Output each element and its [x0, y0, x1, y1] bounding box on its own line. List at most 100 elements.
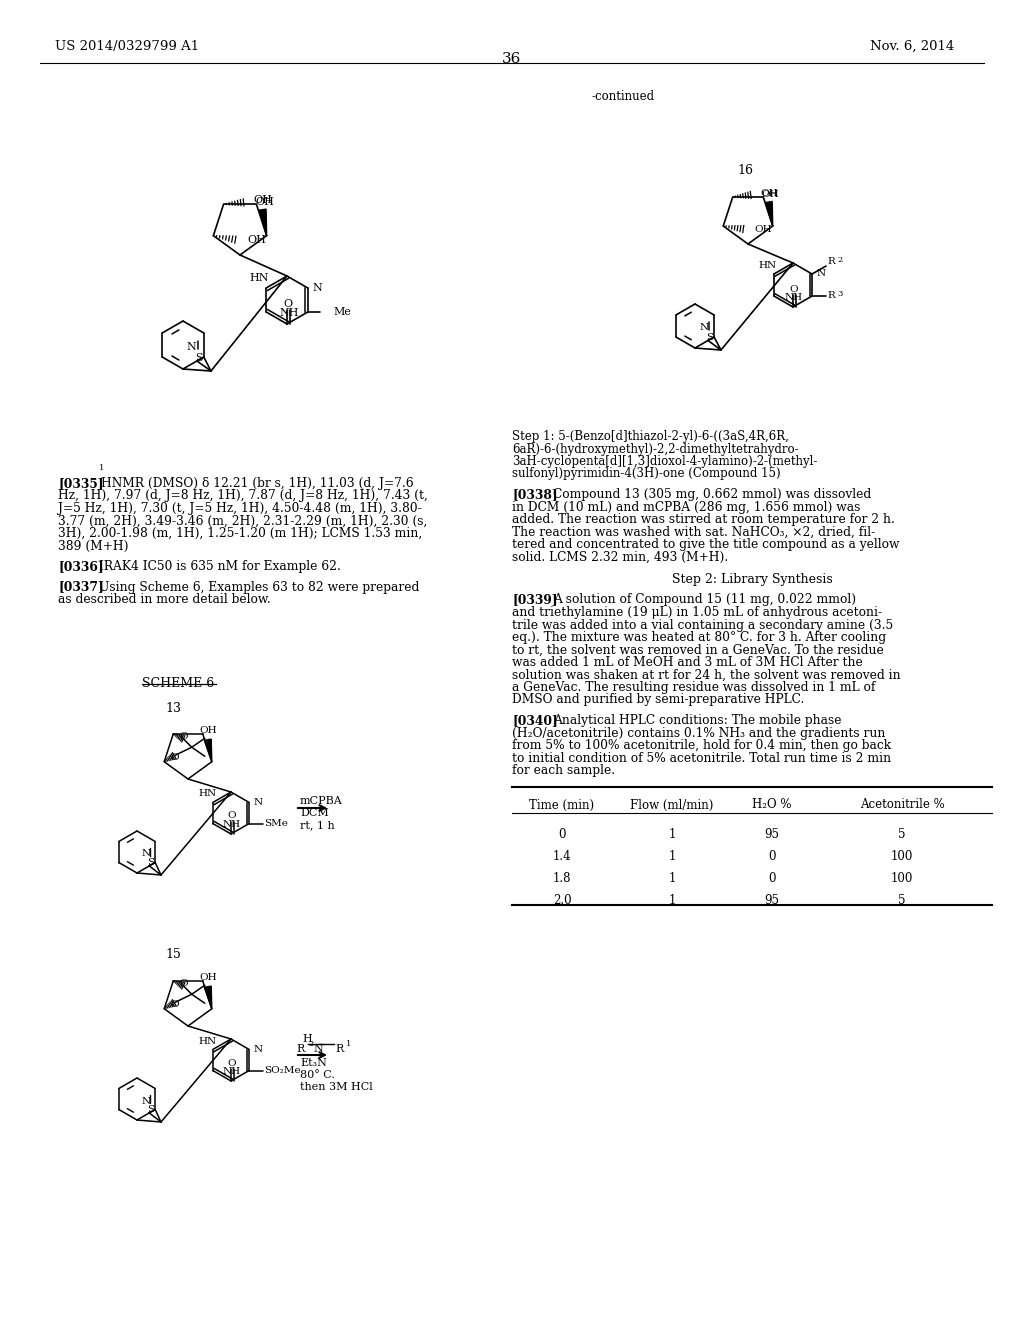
Text: sulfonyl)pyrimidin-4(3H)-one (Compound 15): sulfonyl)pyrimidin-4(3H)-one (Compound 1… [512, 467, 780, 480]
Text: 13: 13 [165, 701, 181, 714]
Text: 15: 15 [165, 949, 181, 961]
Text: 3: 3 [837, 290, 843, 298]
Text: OH: OH [256, 198, 274, 207]
Text: SCHEME 6: SCHEME 6 [142, 677, 214, 690]
Text: O: O [227, 812, 237, 821]
Text: to rt, the solvent was removed in a GeneVac. To the residue: to rt, the solvent was removed in a Gene… [512, 644, 884, 656]
Text: A solution of Compound 15 (11 mg, 0.022 mmol): A solution of Compound 15 (11 mg, 0.022 … [553, 594, 856, 606]
Text: from 5% to 100% acetonitrile, hold for 0.4 min, then go back: from 5% to 100% acetonitrile, hold for 0… [512, 739, 891, 752]
Text: for each sample.: for each sample. [512, 764, 615, 777]
Text: R: R [827, 257, 835, 267]
Text: O: O [179, 979, 187, 989]
Text: Analytical HPLC conditions: The mobile phase: Analytical HPLC conditions: The mobile p… [553, 714, 842, 727]
Text: The reaction was washed with sat. NaHCO₃, ×2, dried, fil-: The reaction was washed with sat. NaHCO₃… [512, 525, 876, 539]
Polygon shape [205, 739, 212, 762]
Text: HN: HN [250, 273, 269, 282]
Text: H: H [302, 1034, 311, 1044]
Text: [0339]: [0339] [512, 594, 557, 606]
Text: O: O [170, 754, 178, 762]
Text: (H₂O/acetonitrile) contains 0.1% NH₃ and the gradients run: (H₂O/acetonitrile) contains 0.1% NH₃ and… [512, 726, 886, 739]
Text: Step 1: 5-(Benzo[d]thiazol-2-yl)-6-((3aS,4R,6R,: Step 1: 5-(Benzo[d]thiazol-2-yl)-6-((3aS… [512, 430, 788, 444]
Text: 1: 1 [346, 1040, 351, 1048]
Text: S: S [147, 1105, 155, 1114]
Text: 1.4: 1.4 [553, 850, 571, 863]
Text: 0: 0 [768, 873, 776, 884]
Text: 100: 100 [891, 873, 913, 884]
Text: added. The reaction was stirred at room temperature for 2 h.: added. The reaction was stirred at room … [512, 513, 895, 525]
Text: -continued: -continued [592, 90, 655, 103]
Text: 95: 95 [765, 828, 779, 841]
Text: HN: HN [759, 260, 777, 269]
Text: OH: OH [199, 973, 217, 982]
Text: N: N [253, 1045, 262, 1053]
Text: trile was added into a vial containing a secondary amine (3.5: trile was added into a vial containing a… [512, 619, 893, 631]
Text: [0337]: [0337] [58, 581, 103, 594]
Text: N: N [816, 269, 825, 279]
Text: IRAK4 IC50 is 635 nM for Example 62.: IRAK4 IC50 is 635 nM for Example 62. [99, 560, 341, 573]
Text: 1: 1 [669, 850, 676, 863]
Text: 1: 1 [669, 873, 676, 884]
Text: 1.8: 1.8 [553, 873, 571, 884]
Text: [0336]: [0336] [58, 560, 103, 573]
Text: DCM: DCM [300, 808, 329, 818]
Polygon shape [765, 202, 773, 226]
Text: Compound 13 (305 mg, 0.662 mmol) was dissovled: Compound 13 (305 mg, 0.662 mmol) was dis… [553, 488, 871, 502]
Text: 1: 1 [99, 465, 104, 473]
Polygon shape [259, 209, 266, 236]
Text: SO₂Me: SO₂Me [264, 1067, 301, 1074]
Text: 0: 0 [768, 850, 776, 863]
Text: as described in more detail below.: as described in more detail below. [58, 593, 270, 606]
Text: then 3M HCl: then 3M HCl [300, 1082, 373, 1092]
Text: O: O [179, 733, 187, 742]
Text: Flow (ml/min): Flow (ml/min) [631, 799, 714, 812]
Text: O: O [170, 1001, 178, 1010]
Text: NH: NH [223, 1067, 241, 1076]
Text: O: O [227, 1059, 237, 1068]
Text: 2: 2 [308, 1040, 313, 1048]
Text: 80° C.: 80° C. [300, 1071, 335, 1080]
Text: Me: Me [334, 308, 351, 317]
Text: 6aR)-6-(hydroxymethyl)-2,2-dimethyltetrahydro-: 6aR)-6-(hydroxymethyl)-2,2-dimethyltetra… [512, 442, 799, 455]
Text: O: O [284, 300, 293, 309]
Text: OH: OH [253, 194, 272, 205]
Text: O: O [790, 285, 799, 293]
Text: 389 (M+H): 389 (M+H) [58, 540, 128, 553]
Text: S: S [196, 352, 203, 363]
Text: 1: 1 [669, 894, 676, 907]
Text: HN: HN [199, 789, 217, 799]
Text: OH: OH [199, 726, 217, 735]
Text: 1: 1 [669, 828, 676, 841]
Text: [0338]: [0338] [512, 488, 558, 502]
Text: S: S [147, 858, 155, 867]
Text: solid. LCMS 2.32 min, 493 (M+H).: solid. LCMS 2.32 min, 493 (M+H). [512, 550, 728, 564]
Text: NH: NH [223, 820, 241, 829]
Text: solution was shaken at rt for 24 h, the solvent was removed in: solution was shaken at rt for 24 h, the … [512, 668, 901, 681]
Text: N: N [699, 323, 709, 333]
Text: OH: OH [755, 224, 772, 234]
Text: 16: 16 [737, 164, 753, 177]
Text: Hz, 1H), 7.97 (d, J=8 Hz, 1H), 7.87 (d, J=8 Hz, 1H), 7.43 (t,: Hz, 1H), 7.97 (d, J=8 Hz, 1H), 7.87 (d, … [58, 490, 428, 503]
Text: S: S [707, 333, 714, 342]
Text: US 2014/0329799 A1: US 2014/0329799 A1 [55, 40, 199, 53]
Text: 5: 5 [898, 894, 906, 907]
Text: eq.). The mixture was heated at 80° C. for 3 h. After cooling: eq.). The mixture was heated at 80° C. f… [512, 631, 886, 644]
Text: Time (min): Time (min) [529, 799, 595, 812]
Text: N: N [253, 799, 262, 807]
Text: SMe: SMe [264, 818, 288, 828]
Text: [0335]: [0335] [58, 477, 103, 490]
Text: 2.0: 2.0 [553, 894, 571, 907]
Text: 3aH-cyclopenta[d][1,3]dioxol-4-ylamino)-2-(methyl-: 3aH-cyclopenta[d][1,3]dioxol-4-ylamino)-… [512, 455, 817, 469]
Text: NH: NH [785, 293, 803, 301]
Text: Nov. 6, 2014: Nov. 6, 2014 [870, 40, 954, 53]
Text: HN: HN [199, 1036, 217, 1045]
Text: Using Scheme 6, Examples 63 to 82 were prepared: Using Scheme 6, Examples 63 to 82 were p… [99, 581, 420, 594]
Text: R: R [335, 1044, 343, 1053]
Text: 2: 2 [837, 256, 843, 264]
Text: 100: 100 [891, 850, 913, 863]
Text: in DCM (10 mL) and mCPBA (286 mg, 1.656 mmol) was: in DCM (10 mL) and mCPBA (286 mg, 1.656 … [512, 500, 860, 513]
Text: N: N [187, 342, 197, 352]
Text: OH: OH [762, 190, 779, 199]
Text: Step 2: Library Synthesis: Step 2: Library Synthesis [672, 573, 833, 586]
Text: OH: OH [760, 189, 777, 198]
Text: tered and concentrated to give the title compound as a yellow: tered and concentrated to give the title… [512, 539, 899, 550]
